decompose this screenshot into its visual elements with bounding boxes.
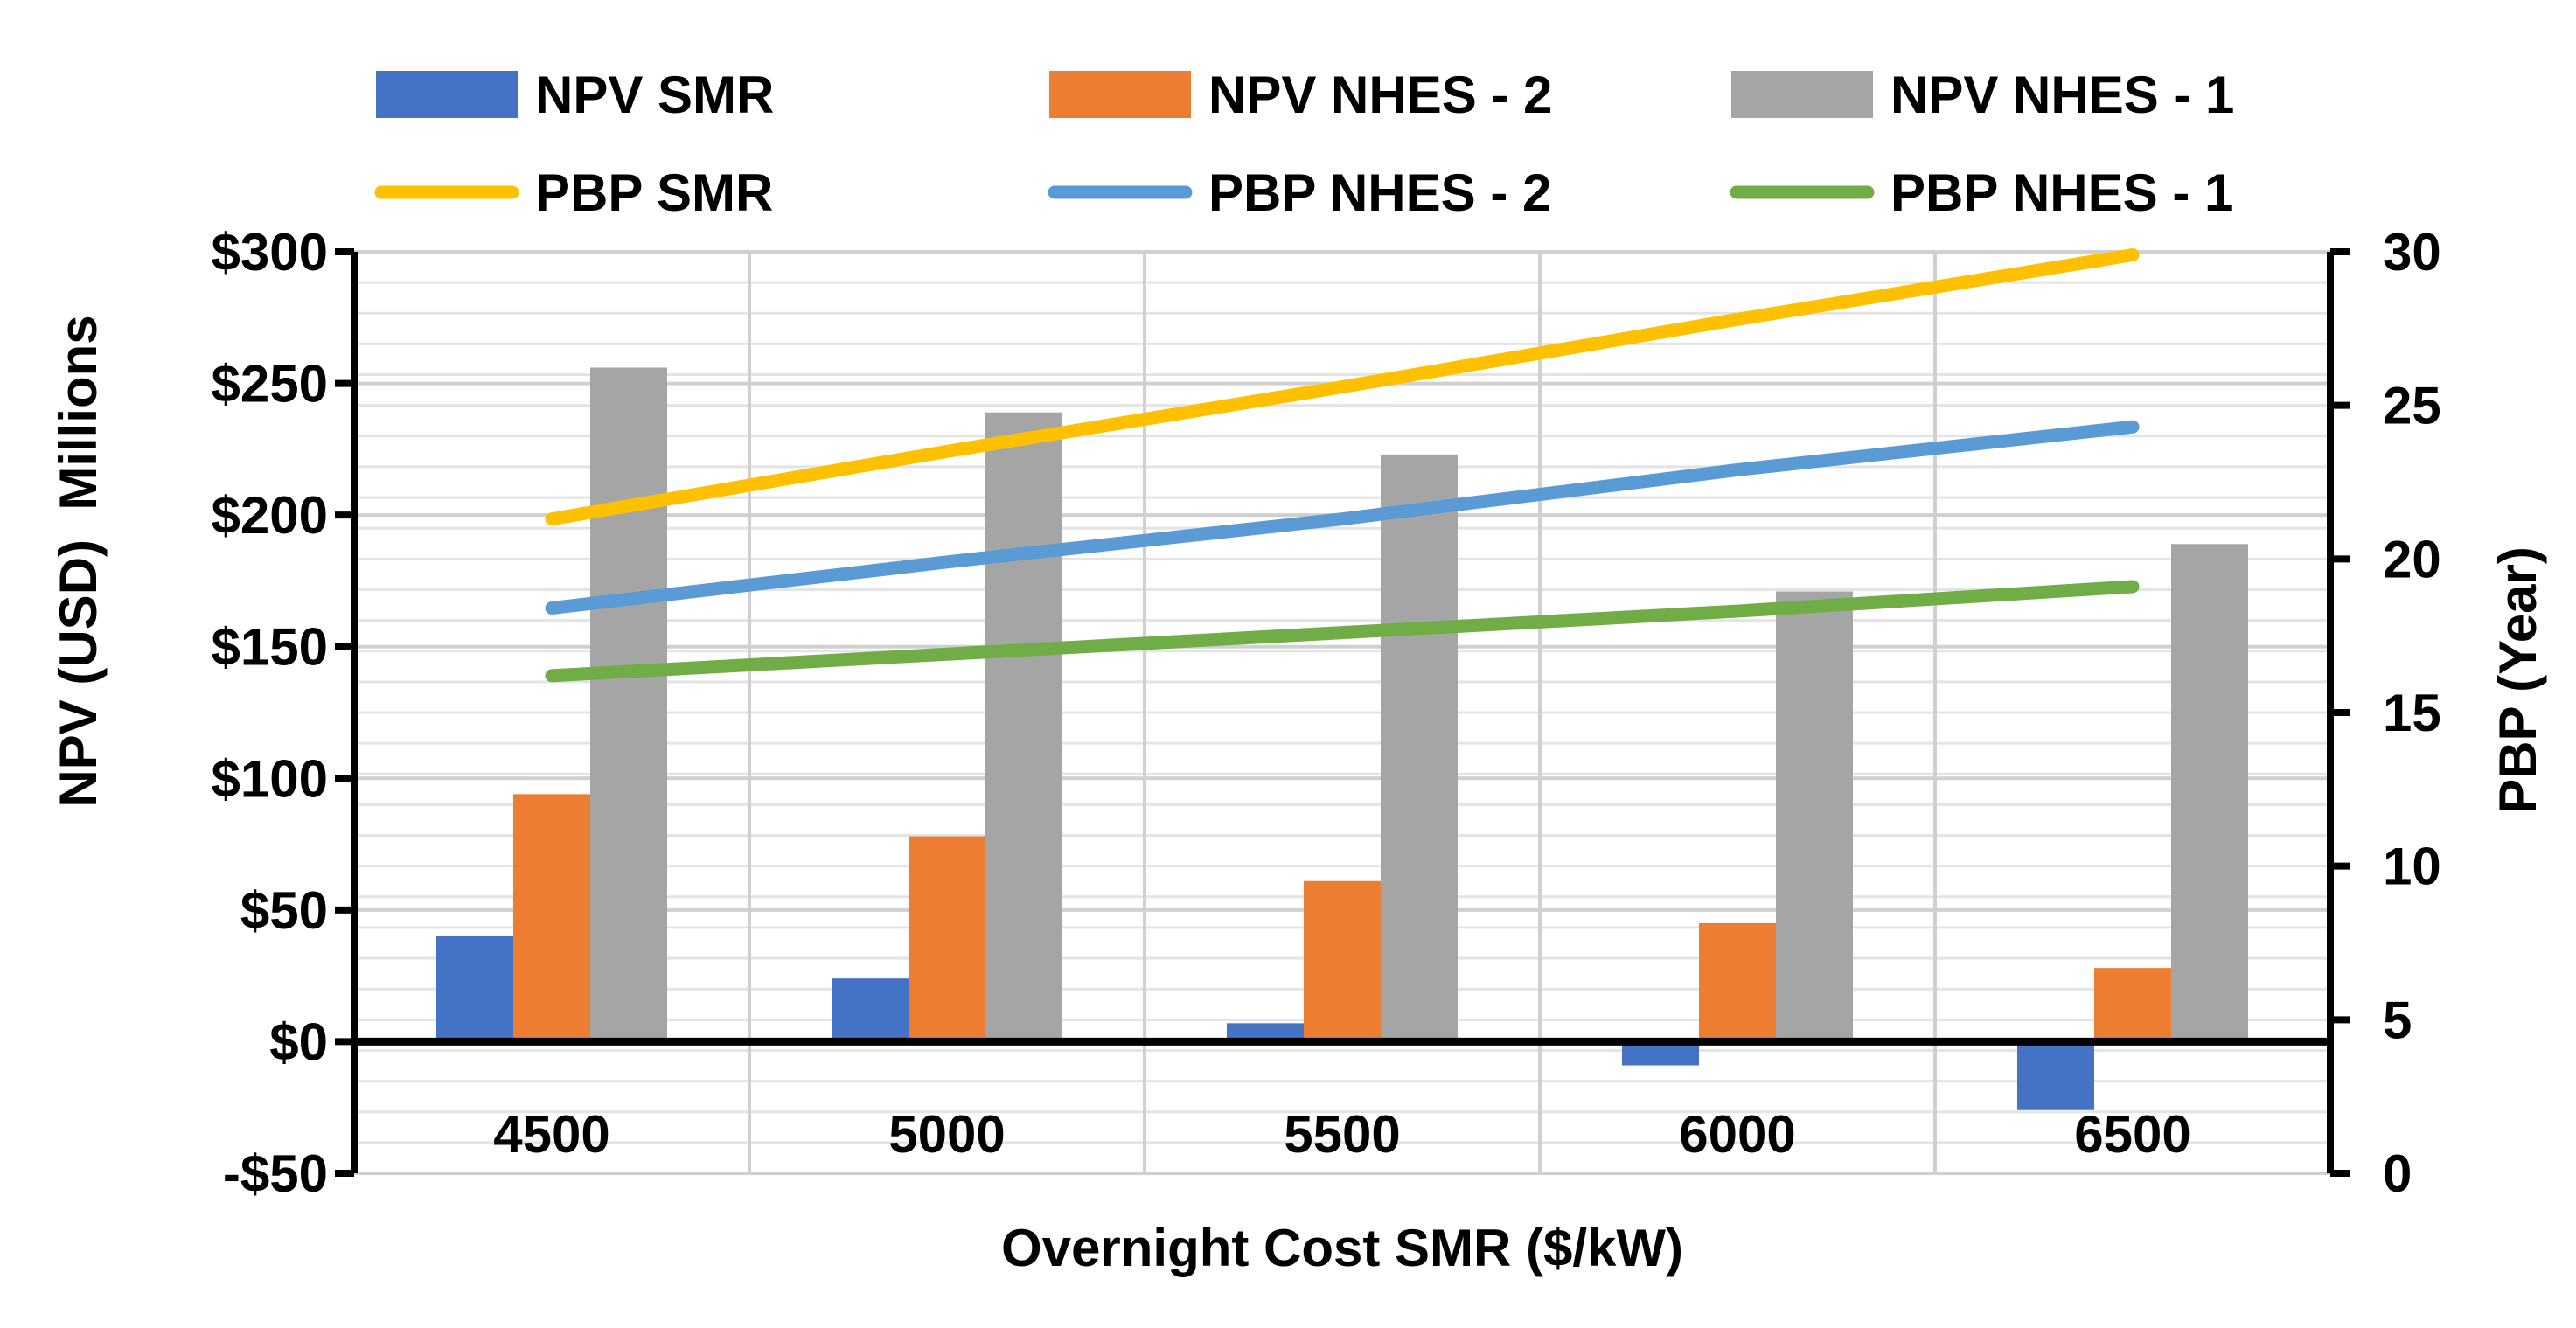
legend-label-pbp-smr: PBP SMR (535, 163, 773, 222)
x-tick-label: 5500 (1284, 1105, 1400, 1164)
bars (436, 367, 2248, 1110)
bar-npv-nhes-1-4500 (590, 367, 667, 1042)
bar-npv-smr-5000 (832, 978, 909, 1042)
y2-tick-label: 5 (2383, 991, 2412, 1049)
bar-npv-nhes-1-5500 (1381, 454, 1458, 1042)
bar-npv-nhes-2-4500 (513, 794, 590, 1042)
lines (545, 248, 2140, 683)
bar-npv-nhes-2-6000 (1699, 922, 1776, 1042)
y-tick-label: $150 (212, 618, 328, 677)
line-pbp-smr (545, 248, 2140, 526)
bar-npv-smr-6500 (2017, 1041, 2094, 1110)
line-pbp-nhes-1 (545, 580, 2140, 683)
x-tick-label: 5000 (888, 1105, 1005, 1164)
y-axis-title: NPV (USD) Millions (49, 315, 108, 807)
y2-tick-label: 10 (2383, 838, 2441, 896)
y-tick-label: $200 (212, 486, 328, 545)
bar-npv-nhes-1-5000 (985, 412, 1062, 1042)
y-tick-label: $50 (240, 881, 328, 940)
x-tick-label: 6000 (1679, 1105, 1795, 1164)
bar-npv-nhes-2-5000 (909, 836, 985, 1042)
y2-tick-label: 30 (2383, 223, 2441, 282)
legend-label-npv-smr: NPV SMR (535, 66, 774, 124)
y2-tick-label: 25 (2383, 377, 2441, 435)
legend-label-pbp-nhes-1: PBP NHES - 1 (1890, 163, 2233, 222)
legend-swatch-npv-smr (376, 71, 518, 118)
x-axis-title: Overnight Cost SMR ($/kW) (1001, 1219, 1683, 1277)
line-pbp-nhes-2 (545, 420, 2140, 615)
legend-label-npv-nhes-1: NPV NHES - 1 (1890, 66, 2234, 124)
legend[interactable]: NPV SMR NPV NHES - 2 NPV NHES - 1 PBP SMR PB… (374, 66, 2234, 222)
legend-swatch-npv-nhes-1 (1731, 71, 1873, 118)
y2-tick-label: 20 (2383, 530, 2441, 588)
legend-label-npv-nhes-2: NPV NHES - 2 (1208, 66, 1552, 124)
bar-npv-nhes-2-6500 (2094, 968, 2171, 1042)
tick-labels: $300 $250 $200 $150 $100 $50 $0 -$50 30 25 20 15 10 5… (212, 223, 2441, 1203)
bar-npv-nhes-1-6000 (1776, 591, 1853, 1042)
y-tick-label: $0 (269, 1012, 328, 1071)
x-tick-label: 6500 (2074, 1105, 2190, 1164)
bar-npv-smr-6000 (1622, 1041, 1699, 1066)
y-tick-label: -$50 (223, 1144, 328, 1203)
x-tick-label: 4500 (493, 1105, 609, 1164)
legend-label-pbp-nhes-2: PBP NHES - 2 (1208, 163, 1551, 222)
y2-tick-label: 15 (2383, 684, 2441, 742)
axes (335, 248, 2350, 1177)
y-tick-label: $300 (212, 223, 328, 282)
legend-swatch-npv-nhes-2 (1049, 71, 1191, 118)
bar-npv-smr-5500 (1227, 1023, 1304, 1042)
bar-npv-nhes-1-6500 (2171, 544, 2248, 1042)
y2-axis-title: PBP (Year) (2489, 546, 2547, 814)
y-tick-label: $250 (212, 355, 328, 414)
y2-tick-label: 0 (2383, 1144, 2412, 1203)
bar-npv-nhes-2-5500 (1304, 880, 1381, 1042)
y-tick-label: $100 (212, 749, 328, 808)
bar-npv-smr-4500 (436, 935, 513, 1042)
